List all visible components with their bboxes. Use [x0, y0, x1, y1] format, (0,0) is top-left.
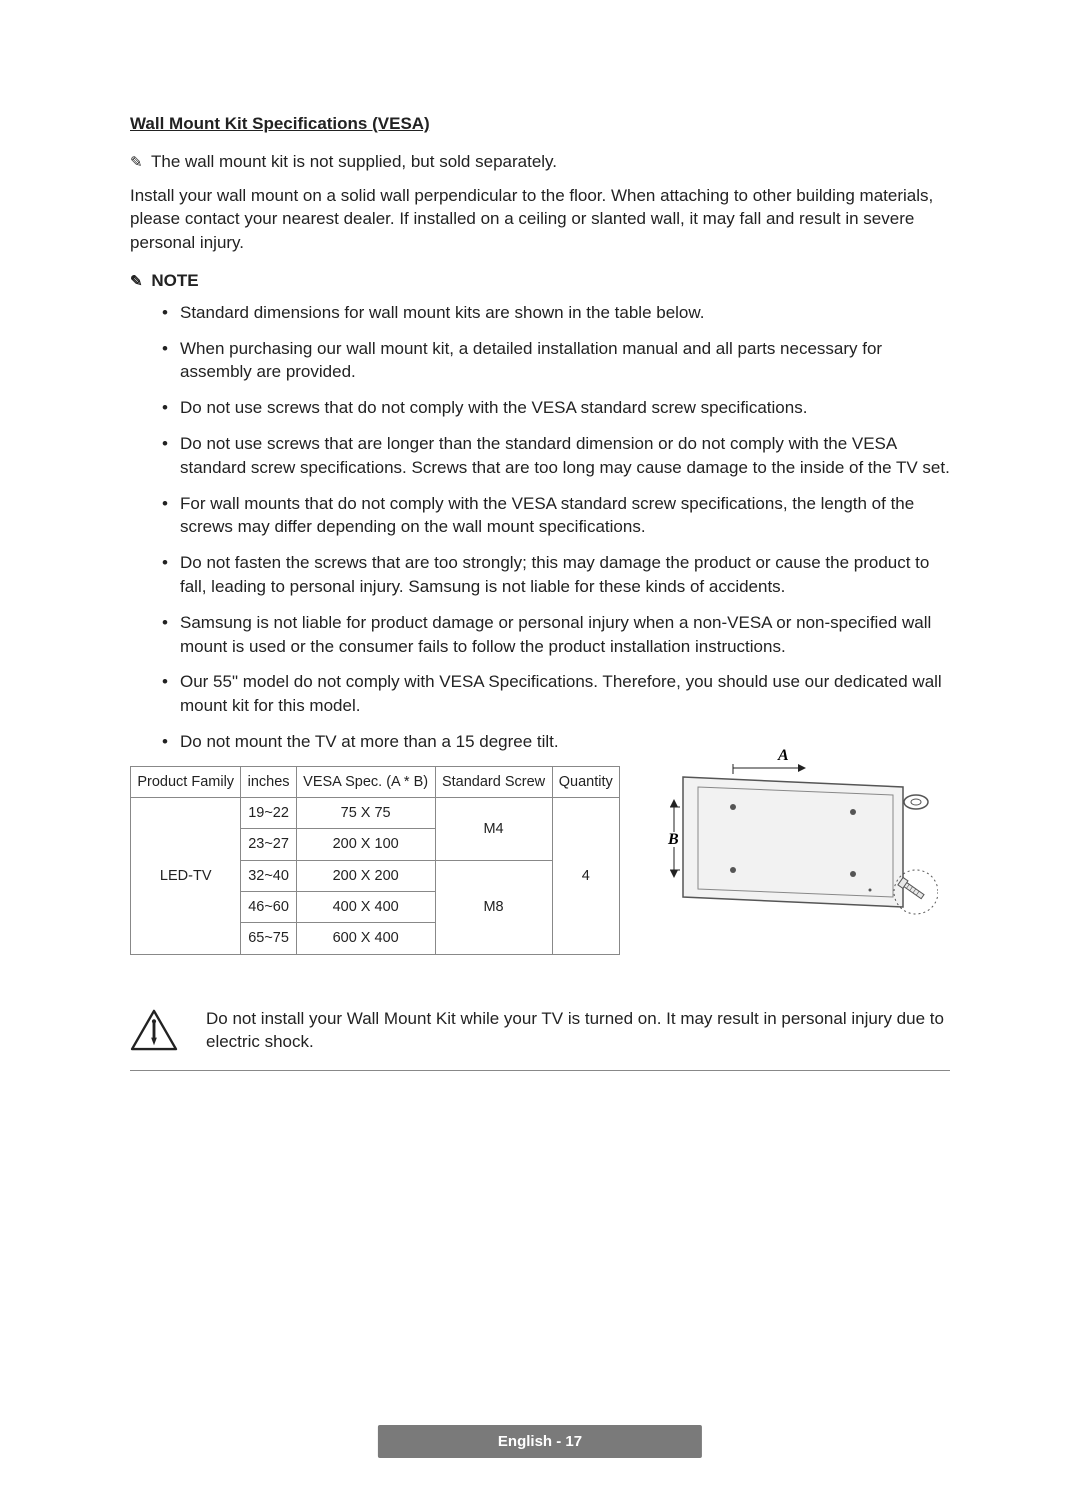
table-diagram-row: Product Family inches VESA Spec. (A * B)… — [130, 766, 950, 973]
mount-hole-icon — [850, 809, 856, 815]
list-item: For wall mounts that do not comply with … — [162, 492, 950, 540]
dimension-label-b: B — [667, 831, 679, 848]
list-item: Do not use screws that are longer than t… — [162, 432, 950, 480]
note-label: NOTE — [151, 271, 198, 290]
list-item: Do not fasten the screws that are too st… — [162, 551, 950, 599]
page-footer: English - 17 — [378, 1425, 702, 1458]
mount-hole-icon — [730, 867, 736, 873]
note-label-line: ✎ NOTE — [130, 269, 950, 293]
pencil-icon: ✎ — [130, 271, 143, 292]
table-cell: 19~22 — [241, 798, 296, 829]
list-item: Samsung is not liable for product damage… — [162, 611, 950, 659]
table-cell: 400 X 400 — [296, 891, 435, 922]
list-item: Our 55" model do not comply with VESA Sp… — [162, 670, 950, 718]
mount-hole-icon — [850, 871, 856, 877]
install-paragraph: Install your wall mount on a solid wall … — [130, 184, 950, 255]
table-cell: 600 X 400 — [296, 923, 435, 954]
table-cell: 23~27 — [241, 829, 296, 860]
section-heading: Wall Mount Kit Specifications (VESA) — [130, 112, 950, 136]
tv-back-shape — [683, 777, 903, 907]
supply-note-text: The wall mount kit is not supplied, but … — [151, 152, 557, 171]
caution-text: Do not install your Wall Mount Kit while… — [206, 1007, 950, 1055]
list-item: Do not use screws that do not comply wit… — [162, 396, 950, 420]
caution-icon — [130, 1009, 178, 1051]
caution-row: Do not install your Wall Mount Kit while… — [130, 1007, 950, 1072]
table-cell: 65~75 — [241, 923, 296, 954]
table-header: Quantity — [552, 766, 619, 797]
note-bullet-list: Standard dimensions for wall mount kits … — [130, 301, 950, 754]
table-cell-quantity: 4 — [552, 798, 619, 954]
table-cell: 200 X 100 — [296, 829, 435, 860]
mount-hole-icon — [730, 804, 736, 810]
table-cell-screw: M8 — [435, 860, 552, 954]
vesa-spec-table: Product Family inches VESA Spec. (A * B)… — [130, 766, 620, 955]
table-header: Product Family — [131, 766, 241, 797]
washer-icon — [904, 795, 928, 809]
table-header: VESA Spec. (A * B) — [296, 766, 435, 797]
pencil-icon: ✎ — [130, 152, 143, 173]
vesa-diagram: A B — [638, 742, 938, 949]
list-item: When purchasing our wall mount kit, a de… — [162, 337, 950, 385]
table-cell: 32~40 — [241, 860, 296, 891]
table-row: LED-TV 19~22 75 X 75 M4 4 — [131, 798, 620, 829]
list-item: Standard dimensions for wall mount kits … — [162, 301, 950, 325]
table-header: Standard Screw — [435, 766, 552, 797]
supply-note-line: ✎ The wall mount kit is not supplied, bu… — [130, 150, 950, 174]
small-dot-icon — [869, 888, 872, 891]
vesa-diagram-svg: A B — [638, 742, 938, 942]
table-header: inches — [241, 766, 296, 797]
dimension-label-a: A — [777, 747, 789, 764]
table-cell-product-family: LED-TV — [131, 798, 241, 954]
table-cell: 75 X 75 — [296, 798, 435, 829]
table-header-row: Product Family inches VESA Spec. (A * B)… — [131, 766, 620, 797]
table-cell-screw: M4 — [435, 798, 552, 861]
table-cell: 46~60 — [241, 891, 296, 922]
table-cell: 200 X 200 — [296, 860, 435, 891]
